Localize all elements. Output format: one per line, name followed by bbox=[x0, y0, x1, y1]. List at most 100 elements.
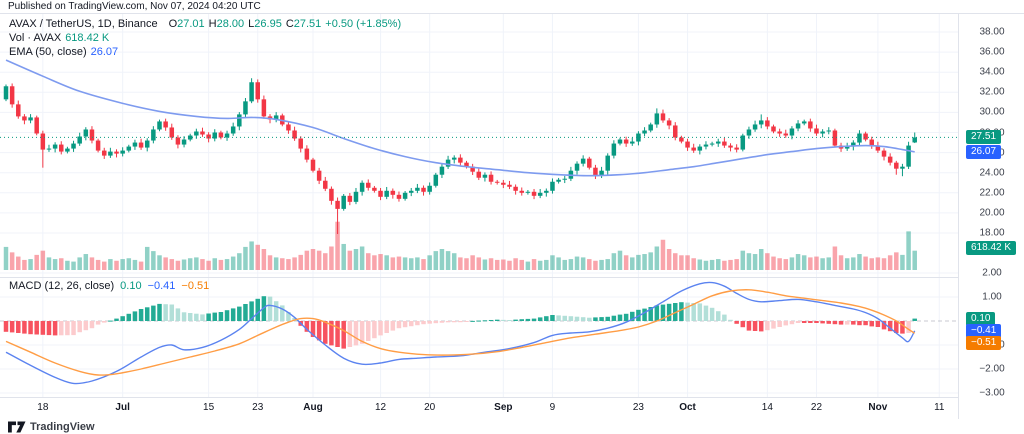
volume-bar bbox=[519, 259, 525, 270]
candle-body bbox=[16, 104, 21, 117]
candle-body bbox=[513, 186, 518, 191]
candle-body bbox=[783, 133, 789, 136]
volume-bar bbox=[451, 253, 457, 270]
published-bar: Published on TradingView.com, Nov 07, 20… bbox=[0, 0, 1024, 14]
candle-body bbox=[758, 120, 764, 125]
axis-badge-volume: 618.42 K bbox=[966, 241, 1017, 255]
price-axis-label: 38.00 bbox=[979, 26, 1005, 38]
macd-label: MACD (12, 26, close) bbox=[9, 280, 115, 292]
candle-body bbox=[599, 170, 604, 176]
volume-bar bbox=[691, 258, 696, 270]
volume-bar bbox=[863, 256, 868, 270]
close-value: 27.51 bbox=[293, 18, 322, 30]
macd-histogram-bar bbox=[789, 321, 795, 325]
macd-histogram-bar bbox=[599, 317, 604, 321]
volume-bar bbox=[132, 259, 138, 270]
candle-body bbox=[9, 86, 15, 105]
time-axis-day-label: 23 bbox=[632, 402, 644, 413]
candle-body bbox=[396, 194, 402, 199]
macd-axis-label: −2.00 bbox=[979, 363, 1005, 375]
macd-histogram-bar bbox=[648, 307, 653, 321]
macd-histogram-bar bbox=[464, 321, 469, 322]
volume-bar bbox=[857, 254, 862, 270]
ema-value: 26.07 bbox=[90, 46, 119, 58]
price-axis-label: 24.00 bbox=[979, 167, 1005, 179]
axis-badge-price: 27.51 bbox=[966, 130, 1002, 145]
volume-bar bbox=[887, 255, 893, 270]
macd-histogram-bar bbox=[875, 321, 881, 327]
candle-body bbox=[697, 146, 703, 151]
chart-plot-area[interactable] bbox=[0, 0, 958, 397]
candle-body bbox=[611, 143, 617, 156]
price-axis-label: 34.00 bbox=[979, 66, 1005, 78]
volume-bar bbox=[728, 259, 733, 270]
candle-body bbox=[3, 86, 9, 100]
candle-body bbox=[206, 134, 211, 139]
candle-body bbox=[347, 195, 353, 202]
volume-bar bbox=[875, 257, 881, 270]
macd-histogram-bar bbox=[501, 319, 506, 321]
candle-body bbox=[826, 130, 832, 132]
candle-body bbox=[617, 139, 623, 144]
volume-bar bbox=[144, 246, 150, 270]
candle-body bbox=[814, 128, 819, 134]
time-axis-day-label: 12 bbox=[374, 402, 387, 413]
tradingview-logo-icon[interactable] bbox=[8, 420, 26, 434]
volume-bar bbox=[912, 250, 917, 270]
macd-histogram-bar bbox=[95, 321, 101, 325]
symbol-title: AVAX / TetherUS, 1D, Binance bbox=[9, 18, 158, 30]
macd-histogram-bar bbox=[151, 305, 156, 321]
axis-badge-macd: −0.41 bbox=[966, 323, 1002, 338]
volume-bar bbox=[439, 249, 445, 270]
macd-histogram-bar bbox=[157, 303, 162, 321]
candle-body bbox=[28, 117, 33, 121]
candle-body bbox=[556, 179, 561, 182]
candle-body bbox=[218, 132, 224, 138]
macd-histogram-bar bbox=[71, 321, 76, 336]
symbol-legend-row: AVAX / TetherUS, 1D, Binance O27.01 H28.00… bbox=[9, 17, 401, 31]
volume-bar bbox=[261, 249, 267, 270]
volume-bar bbox=[329, 246, 334, 270]
macd-histogram-bar bbox=[691, 303, 696, 321]
price-axis-label: 36.00 bbox=[979, 46, 1005, 58]
candle-body bbox=[366, 182, 371, 188]
macd-histogram-bar bbox=[906, 321, 911, 333]
macd-histogram-bar bbox=[101, 321, 107, 323]
time-axis[interactable]: 18 Jul 15 23 Aug 12 20 Sep 9 23 Oct 14 22 Nov 11 bbox=[0, 398, 958, 419]
volume-bar bbox=[544, 259, 549, 270]
candle-body bbox=[243, 101, 248, 115]
candle-body bbox=[341, 195, 346, 209]
pane-divider[interactable] bbox=[0, 277, 1024, 278]
price-axis[interactable]: 38.0036.0034.0032.0030.0028.0026.0024.00… bbox=[958, 14, 1024, 419]
candle-body bbox=[390, 190, 396, 195]
macd-histogram-bar bbox=[808, 321, 813, 323]
macd-histogram-bar bbox=[126, 313, 132, 321]
candle-body bbox=[65, 148, 70, 152]
footer: TradingView bbox=[8, 419, 95, 434]
volume-bar bbox=[494, 259, 500, 270]
volume-bar bbox=[421, 259, 426, 270]
candle-body bbox=[777, 131, 782, 134]
volume-bar bbox=[224, 259, 230, 270]
volume-bar bbox=[101, 261, 107, 270]
volume-bar bbox=[249, 241, 254, 270]
time-axis-month-label: Jul bbox=[115, 402, 130, 413]
macd-histogram-bar bbox=[685, 302, 690, 321]
volume-bar bbox=[255, 244, 260, 270]
volume-bar bbox=[415, 257, 420, 270]
macd-histogram-bar bbox=[230, 308, 236, 321]
macd-histogram-bar bbox=[445, 321, 451, 323]
volume-bar bbox=[310, 249, 316, 270]
volume-bar bbox=[820, 258, 825, 270]
candle-body bbox=[820, 131, 825, 134]
volume-bar bbox=[501, 259, 506, 270]
volume-bar bbox=[89, 257, 95, 270]
candle-body bbox=[132, 142, 138, 147]
volume-bar bbox=[298, 254, 303, 270]
tradingview-brand-text[interactable]: TradingView bbox=[30, 420, 95, 433]
macd-histogram-bar bbox=[617, 314, 623, 321]
candle-body bbox=[52, 144, 58, 149]
volume-bar bbox=[605, 259, 610, 270]
time-axis-day-label: 20 bbox=[424, 402, 436, 413]
macd-histogram-bar bbox=[654, 305, 660, 321]
